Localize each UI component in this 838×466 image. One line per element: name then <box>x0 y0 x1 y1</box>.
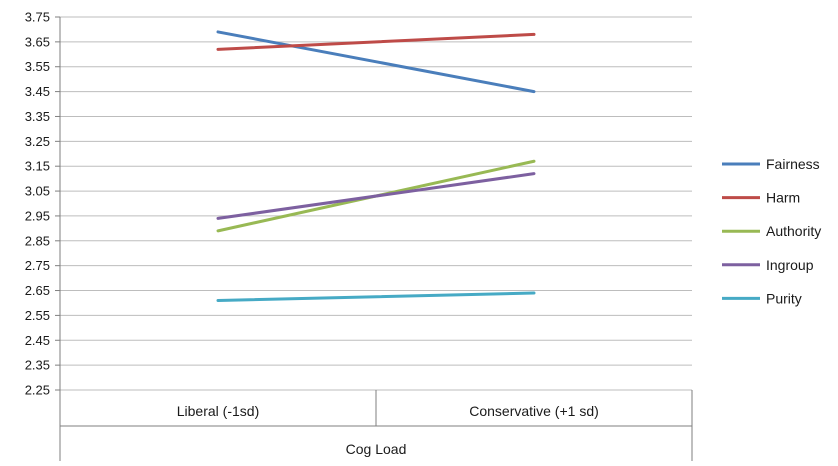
series-lines <box>216 30 536 302</box>
y-tick-label: 2.45 <box>25 333 50 348</box>
y-tick-label: 3.75 <box>25 10 50 25</box>
legend-label: Harm <box>766 190 800 206</box>
legend-label: Fairness <box>766 156 820 172</box>
legend: Fairness Harm Authority Ingroup Purity <box>722 156 821 306</box>
y-axis-tick-labels: 3.75 3.65 3.55 3.45 3.35 3.25 3.15 3.05 2.95 2.85… <box>25 10 50 398</box>
y-tick-label: 2.95 <box>25 208 50 223</box>
axes <box>55 16 693 461</box>
y-tick-label: 2.75 <box>25 258 50 273</box>
legend-label: Authority <box>766 223 821 239</box>
y-tick-label: 3.55 <box>25 59 50 74</box>
y-tick-label: 2.55 <box>25 308 50 323</box>
x-category-label: Liberal (-1sd) <box>177 403 259 419</box>
y-tick-label: 2.25 <box>25 383 50 398</box>
series-line-purity <box>216 291 536 302</box>
y-tick-label: 2.65 <box>25 283 50 298</box>
y-tick-label: 3.25 <box>25 134 50 149</box>
x-group-label: Cog Load <box>346 441 407 457</box>
x-category-label: Conservative (+1 sd) <box>469 403 599 419</box>
x-axis-category-labels: Liberal (-1sd) Conservative (+1 sd) Cog Lo… <box>177 403 599 457</box>
y-tick-label: 3.65 <box>25 34 50 49</box>
y-tick-label: 3.35 <box>25 109 50 124</box>
series-line-harm <box>216 32 536 51</box>
gridlines <box>60 16 692 391</box>
y-tick-label: 3.15 <box>25 159 50 174</box>
legend-label: Ingroup <box>766 257 814 273</box>
y-tick-label: 3.05 <box>25 184 50 199</box>
series-line-ingroup <box>216 172 536 220</box>
y-tick-label: 2.85 <box>25 233 50 248</box>
y-tick-label: 2.35 <box>25 358 50 373</box>
legend-label: Purity <box>766 290 802 306</box>
y-tick-label: 3.45 <box>25 84 50 99</box>
series-line-fairness <box>216 30 536 94</box>
